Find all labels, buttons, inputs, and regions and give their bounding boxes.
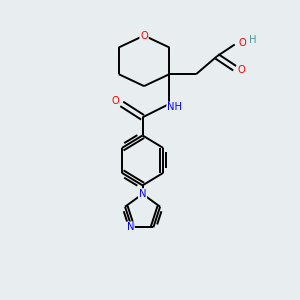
Text: N: N [139, 189, 146, 199]
Text: O: O [140, 31, 148, 40]
Text: O: O [237, 65, 245, 75]
Text: H: H [249, 35, 257, 45]
Text: O: O [238, 38, 246, 48]
Text: O: O [111, 96, 119, 106]
Text: NH: NH [167, 103, 182, 112]
Text: N: N [127, 222, 134, 232]
